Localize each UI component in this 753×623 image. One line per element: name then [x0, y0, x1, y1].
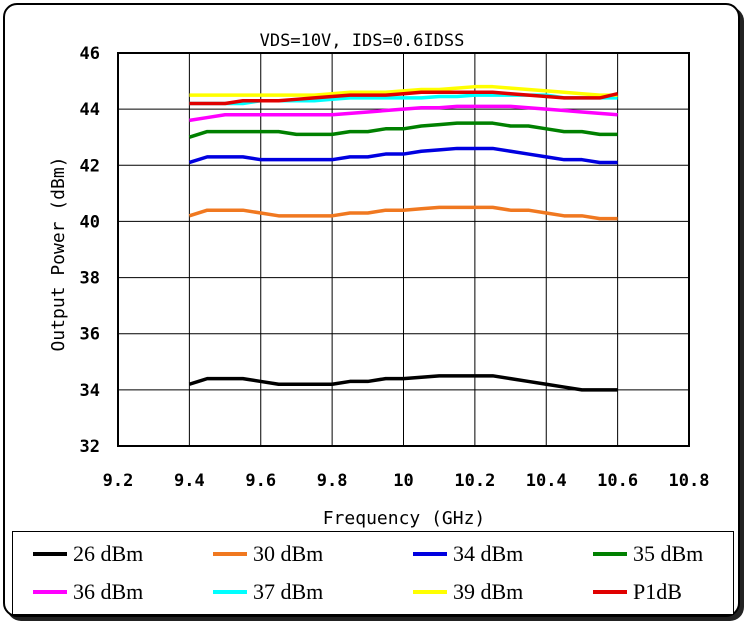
legend-label: 36 dBm	[73, 579, 144, 604]
x-axis-label: Frequency (GHz)	[323, 508, 486, 529]
legend-label: 30 dBm	[253, 541, 324, 566]
legend-swatch	[413, 590, 447, 594]
legend: 26 dBm 30 dBm 34 dBm 35 dBm 36 dBm 37 dBm 39 d…	[12, 531, 734, 615]
legend-swatch	[33, 590, 67, 594]
legend-item: 26 dBm	[33, 536, 143, 572]
series-line-6	[189, 84, 618, 97]
legend-label: 37 dBm	[253, 579, 324, 604]
series-lines	[188, 84, 619, 392]
legend-item: 30 dBm	[213, 536, 323, 572]
y-tick-label: 38	[80, 269, 100, 289]
legend-item: P1dB	[593, 574, 682, 610]
x-tick-label: 9.6	[245, 471, 276, 491]
legend-swatch	[213, 552, 247, 556]
plot-area	[117, 52, 690, 447]
legend-item: 37 dBm	[213, 574, 323, 610]
x-tick-label: 10.6	[597, 471, 638, 491]
y-tick-label: 42	[80, 156, 100, 176]
y-tick-labels: 32 34 36 38 40 42 44 46	[80, 44, 100, 457]
legend-item: 35 dBm	[593, 536, 703, 572]
x-tick-label: 9.4	[174, 471, 205, 491]
y-tick-label: 34	[80, 381, 100, 401]
y-tick-label: 32	[80, 437, 100, 457]
series-line-0	[188, 374, 618, 392]
legend-label: 26 dBm	[73, 541, 144, 566]
series-line-7	[189, 90, 619, 106]
x-tick-label: 10	[393, 471, 413, 491]
output-power-chart: 9.2 9.4 9.6 9.8 10 10.2 10.4 10.6 10.8 32 34 36 38 4…	[48, 31, 710, 529]
x-tick-label: 10.2	[454, 471, 495, 491]
y-tick-label: 44	[80, 100, 100, 120]
series-line-1	[188, 205, 618, 221]
series-line-2	[188, 146, 618, 165]
legend-label: 39 dBm	[453, 579, 524, 604]
x-tick-label: 10.4	[526, 471, 567, 491]
series-line-4	[189, 104, 618, 123]
y-tick-label: 46	[80, 44, 100, 64]
legend-item: 34 dBm	[413, 536, 523, 572]
legend-swatch	[213, 590, 247, 594]
x-tick-label: 9.2	[103, 471, 134, 491]
legend-swatch	[593, 552, 627, 556]
legend-item: 36 dBm	[33, 574, 143, 610]
legend-label: 34 dBm	[453, 541, 524, 566]
x-tick-label: 9.8	[317, 471, 348, 491]
legend-label: P1dB	[633, 579, 682, 604]
legend-label: 35 dBm	[633, 541, 704, 566]
y-tick-label: 40	[80, 212, 100, 232]
y-tick-label: 36	[80, 325, 100, 345]
x-tick-label: 10.8	[669, 471, 710, 491]
x-tick-labels: 9.2 9.4 9.6 9.8 10 10.2 10.4 10.6 10.8	[103, 471, 710, 491]
legend-swatch	[413, 552, 447, 556]
series-line-3	[188, 121, 618, 139]
legend-item: 39 dBm	[413, 574, 523, 610]
legend-swatch	[593, 590, 627, 594]
legend-swatch	[33, 552, 67, 556]
y-axis-label: Output Power (dBm)	[48, 156, 69, 351]
chart-title: VDS=10V, IDS=0.6IDSS	[260, 31, 465, 51]
